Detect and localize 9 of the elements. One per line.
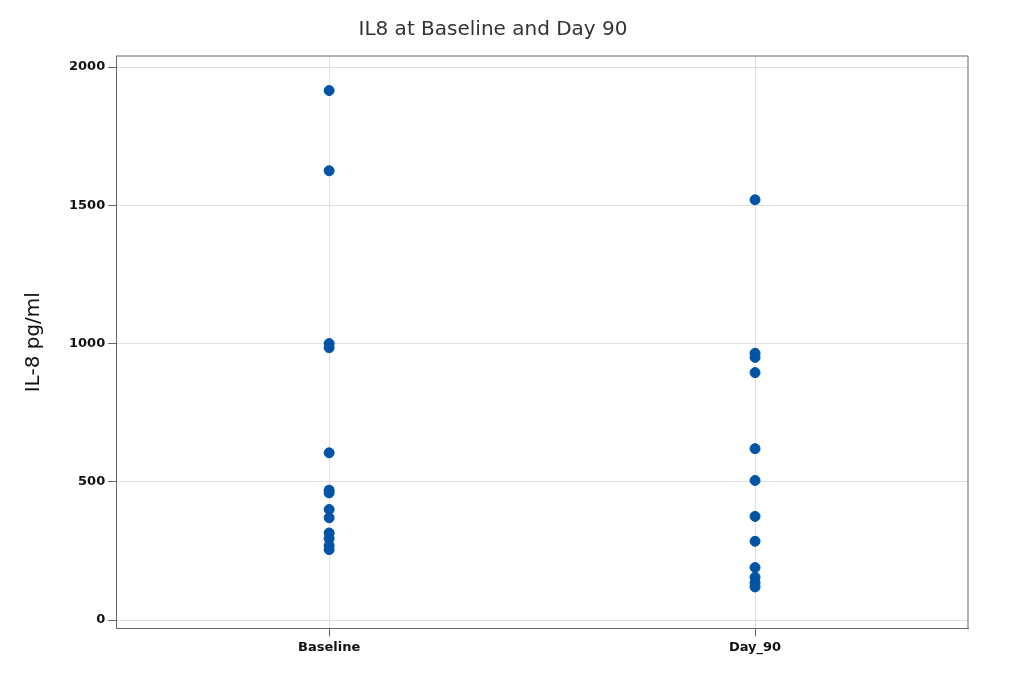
y-tick-label: 1000 xyxy=(68,334,106,350)
y-tick-label: 500 xyxy=(78,473,106,489)
x-tick-label: Day_90 xyxy=(728,638,782,655)
y-tick-label: 2000 xyxy=(68,58,106,74)
y-tick-label: 1500 xyxy=(68,196,106,212)
chart-title: IL8 at Baseline and Day 90 xyxy=(358,16,628,41)
x-tick-label: Baseline xyxy=(298,638,361,654)
y-tick-label: 0 xyxy=(96,611,106,627)
y-axis-title: IL-8 pg/ml xyxy=(20,292,45,393)
